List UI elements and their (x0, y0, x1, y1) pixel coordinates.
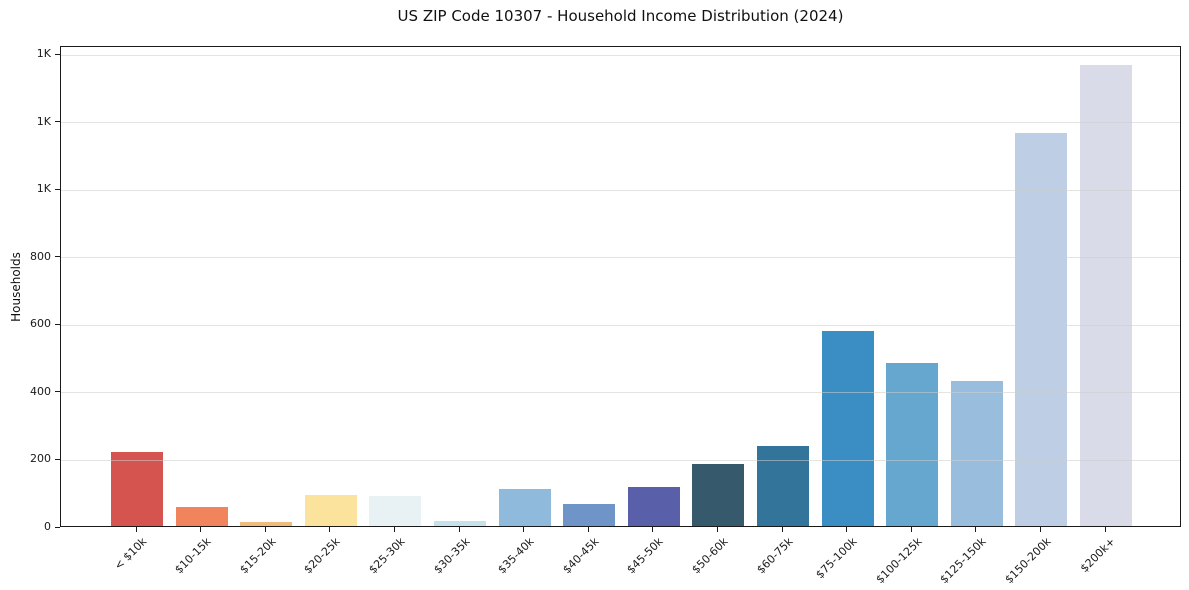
x-tick-label: $45-50k (624, 535, 667, 577)
x-tick-label: $75-100k (813, 535, 860, 582)
y-tick-label: 600 (30, 317, 51, 331)
x-tick-mark (135, 527, 137, 532)
x-tick-label: $100-125k (873, 535, 925, 587)
bar-$15-20k (240, 521, 293, 526)
y-tick-mark (55, 121, 60, 123)
y-tick-label: 0 (44, 520, 51, 533)
y-tick-mark (55, 458, 60, 460)
x-tick-label: $150-200k (1002, 535, 1054, 587)
chart-title: US ZIP Code 10307 - Household Income Dis… (397, 7, 844, 25)
bar-$20-25k (304, 494, 357, 526)
x-tick-mark (716, 527, 718, 532)
x-tick-label: $40-45k (560, 535, 602, 577)
gridline (61, 189, 1180, 191)
gridline (61, 257, 1180, 259)
bar-$45-50k (627, 486, 680, 526)
y-tick-mark (55, 323, 60, 325)
y-tick-mark (55, 256, 60, 258)
bar-$25-30k (369, 496, 422, 526)
x-tick-label: $30-35k (430, 535, 473, 577)
bar-< $10k (111, 451, 163, 526)
y-tick-label: 800 (30, 249, 51, 263)
y-tick-label: 1K (36, 182, 51, 196)
x-tick-label: $20-25k (301, 535, 344, 577)
x-tick-label: $60-75k (753, 535, 796, 577)
y-tick-mark (55, 53, 60, 55)
y-tick-label: 1K (36, 114, 51, 128)
x-tick-label: $10-15k (172, 535, 214, 577)
y-axis-label: Households (9, 252, 23, 322)
gridline (61, 459, 1180, 461)
x-tick-mark (458, 527, 460, 532)
bar-$75-100k (821, 331, 874, 526)
x-tick-mark (910, 527, 912, 532)
bar-$200k+ (1080, 64, 1132, 526)
y-tick-mark (55, 188, 60, 190)
bar-$60-75k (757, 446, 809, 526)
x-tick-mark (329, 527, 331, 532)
bar-$30-35k (434, 520, 486, 526)
gridline (61, 324, 1180, 326)
bar-$40-45k (563, 504, 616, 526)
x-tick-label: $50-60k (689, 535, 731, 577)
bar-$150-200k (1015, 133, 1068, 526)
x-tick-mark (652, 527, 654, 532)
x-tick-mark (264, 527, 266, 532)
y-tick-label: 1K (36, 47, 51, 61)
y-tick-label: 400 (30, 384, 51, 398)
bar-$35-40k (498, 488, 551, 526)
gridline (61, 392, 1180, 394)
x-tick-mark (393, 527, 395, 532)
x-tick-mark (1039, 527, 1041, 532)
x-tick-mark (587, 527, 589, 532)
x-tick-mark (523, 527, 525, 532)
bar-$100-125k (886, 362, 939, 526)
x-tick-mark (975, 527, 977, 532)
x-tick-mark (200, 527, 202, 532)
x-tick-label: $15-20k (237, 535, 279, 577)
bar-$50-60k (692, 463, 745, 526)
y-tick-mark (55, 526, 60, 528)
gridline (61, 54, 1180, 56)
bar-$125-150k (950, 380, 1003, 526)
bar-$10-15k (175, 507, 228, 526)
x-tick-mark (846, 527, 848, 532)
x-tick-label: $25-30k (366, 535, 408, 577)
x-tick-label: < $10k (111, 535, 150, 573)
x-tick-mark (781, 527, 783, 532)
x-tick-label: $125-150k (937, 535, 990, 587)
y-tick-label: 200 (30, 452, 51, 466)
x-tick-mark (1104, 527, 1106, 532)
x-tick-label: $35-40k (495, 535, 537, 577)
gridline (61, 122, 1180, 124)
x-tick-label: $200k+ (1078, 535, 1119, 576)
y-tick-mark (55, 391, 60, 393)
plot-area (60, 46, 1181, 527)
